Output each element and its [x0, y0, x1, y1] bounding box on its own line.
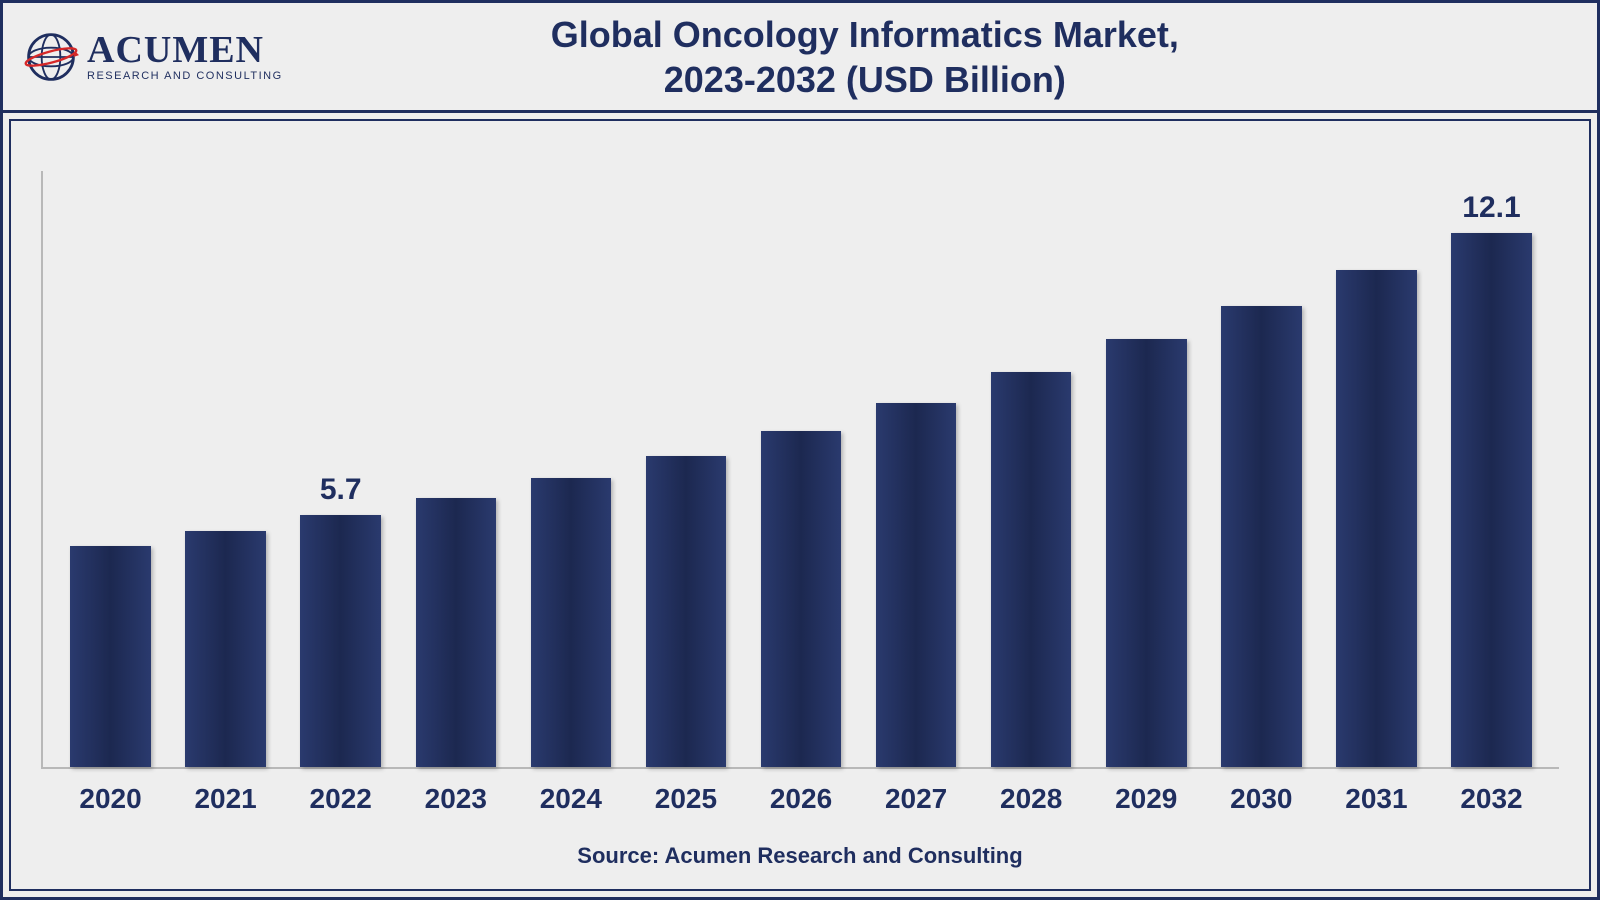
bar [185, 531, 266, 767]
x-axis-label: 2027 [859, 783, 974, 815]
bar [1106, 339, 1187, 767]
bar-value-label: 5.7 [320, 473, 362, 507]
chart-frame: 5.7 12.1 20202021202220232024202520262027… [9, 119, 1591, 891]
x-axis-label: 2022 [283, 783, 398, 815]
bar-slot [398, 171, 513, 767]
x-axis-label: 2021 [168, 783, 283, 815]
bar-slot [168, 171, 283, 767]
company-logo: ACUMEN RESEARCH AND CONSULTING [23, 29, 283, 85]
x-axis-label: 2030 [1204, 783, 1319, 815]
bar-slot [53, 171, 168, 767]
bar [991, 372, 1072, 767]
bar [761, 431, 842, 767]
x-axis-label: 2023 [398, 783, 513, 815]
bar [416, 498, 497, 767]
bar [1451, 233, 1532, 767]
bar-slot [513, 171, 628, 767]
x-axis-label: 2024 [513, 783, 628, 815]
bar [70, 546, 151, 767]
x-axis-label: 2026 [743, 783, 858, 815]
x-axis: 2020202120222023202420252026202720282029… [43, 769, 1559, 815]
bar-slot: 5.7 [283, 171, 398, 767]
x-axis-label: 2031 [1319, 783, 1434, 815]
x-axis-label: 2028 [974, 783, 1089, 815]
chart-title: Global Oncology Informatics Market, 2023… [313, 12, 1577, 102]
x-axis-label: 2025 [628, 783, 743, 815]
bar [531, 478, 612, 767]
bar-slot [743, 171, 858, 767]
plot-area: 5.7 12.1 [41, 171, 1559, 769]
bar-slot: 12.1 [1434, 171, 1549, 767]
bar-slot [1089, 171, 1204, 767]
bar-slot [1319, 171, 1434, 767]
source-text: Source: Acumen Research and Consulting [41, 843, 1559, 869]
bar [646, 456, 727, 767]
x-axis-label: 2029 [1089, 783, 1204, 815]
x-axis-label: 2032 [1434, 783, 1549, 815]
bar-value-label: 12.1 [1462, 191, 1520, 225]
bar [1336, 270, 1417, 767]
bar-slot [974, 171, 1089, 767]
logo-main-text: ACUMEN [87, 31, 283, 69]
bar-slot [628, 171, 743, 767]
x-axis-label: 2020 [53, 783, 168, 815]
title-line-2: 2023-2032 (USD Billion) [313, 57, 1417, 102]
logo-sub-text: RESEARCH AND CONSULTING [87, 71, 283, 82]
header-bar: ACUMEN RESEARCH AND CONSULTING Global On… [3, 3, 1597, 113]
bar [1221, 306, 1302, 767]
title-line-1: Global Oncology Informatics Market, [313, 12, 1417, 57]
bar-slot [1204, 171, 1319, 767]
outer-frame: ACUMEN RESEARCH AND CONSULTING Global On… [0, 0, 1600, 900]
globe-icon [23, 29, 79, 85]
bar-slot [859, 171, 974, 767]
bar [300, 515, 381, 767]
bar [876, 403, 957, 767]
logo-text: ACUMEN RESEARCH AND CONSULTING [87, 31, 283, 82]
